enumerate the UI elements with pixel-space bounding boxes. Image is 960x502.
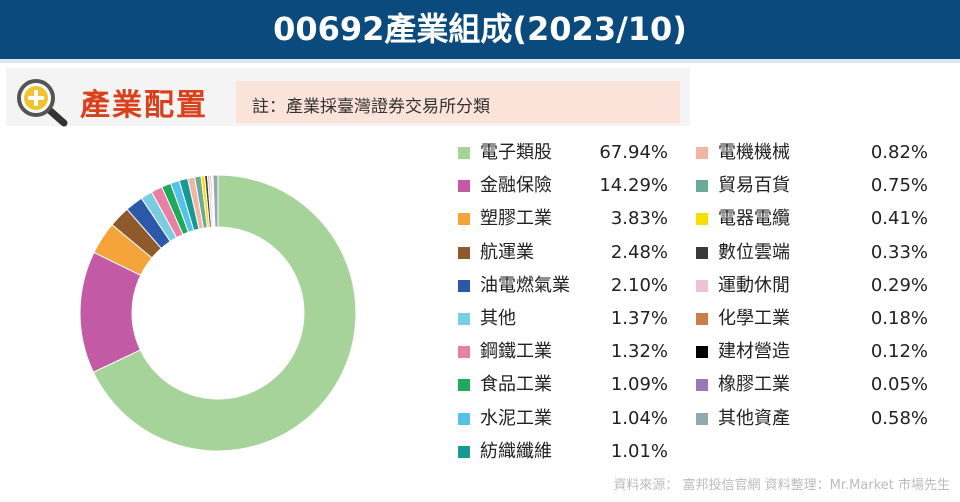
legend-label: 電機機械 — [718, 142, 790, 163]
legend-item: 紡織纖維 1.01% — [458, 440, 668, 464]
legend-label: 其他資產 — [718, 407, 790, 429]
legend-value: 2.48% — [610, 241, 668, 263]
legend-item: 運動休閒 0.29% — [696, 274, 928, 298]
legend-value: 0.29% — [870, 274, 928, 296]
legend-swatch — [696, 246, 708, 259]
source-note: 資料來源： 富邦投信官網 資料整理：Mr.Market 市場先生 — [613, 478, 950, 493]
legend-label: 化學工業 — [718, 308, 790, 329]
legend-value: 1.37% — [610, 308, 668, 329]
chart-legend: 電子類股 67.94% 金融保險 14.29% 塑膠工業 3.83% 航運業 2.48% 油電燃… — [458, 141, 958, 471]
legend-label: 紡織纖維 — [480, 440, 552, 462]
legend-value: 67.94% — [599, 142, 668, 163]
legend-item: 電器電纜 0.41% — [696, 207, 928, 231]
legend-value: 1.32% — [610, 341, 668, 363]
legend-item: 其他資產 0.58% — [696, 407, 928, 431]
legend-label: 水泥工業 — [480, 407, 552, 429]
legend-item: 電子類股 67.94% — [458, 141, 668, 165]
legend-value: 0.33% — [870, 241, 928, 263]
legend-swatch — [458, 279, 470, 292]
legend-label: 其他 — [480, 308, 516, 329]
header-divider — [0, 59, 960, 63]
legend-item: 食品工業 1.09% — [458, 373, 668, 397]
legend-swatch — [458, 313, 470, 325]
legend-swatch — [696, 147, 708, 159]
legend-swatch — [458, 246, 470, 259]
legend-label: 航運業 — [480, 241, 534, 263]
legend-label: 貿易百貨 — [718, 175, 790, 197]
legend-value: 0.05% — [870, 374, 928, 396]
legend-label: 塑膠工業 — [480, 208, 552, 230]
legend-value: 1.09% — [610, 374, 668, 396]
legend-item: 建材營造 0.12% — [696, 340, 928, 364]
note-box — [236, 81, 680, 123]
legend-swatch — [458, 180, 470, 193]
legend-value: 2.10% — [610, 274, 668, 296]
legend-swatch — [696, 412, 708, 425]
legend-item: 水泥工業 1.04% — [458, 407, 668, 431]
legend-item: 鋼鐵工業 1.32% — [458, 340, 668, 364]
legend-item: 數位雲端 0.33% — [696, 241, 928, 265]
legend-label: 建材營造 — [718, 341, 790, 363]
legend-swatch — [458, 412, 470, 425]
donut-slice — [92, 174, 357, 452]
legend-value: 1.01% — [610, 440, 668, 462]
legend-swatch — [458, 213, 470, 226]
title-bar — [0, 0, 960, 59]
legend-swatch — [696, 313, 708, 325]
legend-label: 金融保險 — [480, 175, 552, 197]
page-title: 00692產業組成(2023/10) — [273, 10, 687, 48]
legend-item: 航運業 2.48% — [458, 241, 668, 265]
legend-value: 0.75% — [870, 175, 928, 197]
legend-label: 食品工業 — [480, 374, 552, 396]
legend-item: 金融保險 14.29% — [458, 174, 668, 198]
donut-slice — [212, 174, 219, 228]
legend-label: 數位雲端 — [718, 241, 790, 263]
legend-swatch — [696, 279, 708, 292]
legend-swatch — [458, 346, 470, 359]
legend-value: 0.12% — [870, 341, 928, 363]
legend-label: 運動休閒 — [718, 274, 790, 296]
magnifier-plus-icon — [17, 79, 68, 127]
legend-label: 鋼鐵工業 — [480, 341, 552, 363]
legend-value: 1.04% — [610, 407, 668, 429]
legend-value: 0.41% — [870, 208, 928, 230]
legend-item: 貿易百貨 0.75% — [696, 174, 928, 198]
legend-item: 電機機械 0.82% — [696, 141, 928, 165]
legend-value: 14.29% — [599, 175, 668, 197]
legend-item: 橡膠工業 0.05% — [696, 373, 928, 397]
legend-swatch — [458, 379, 470, 392]
legend-value: 0.82% — [870, 142, 928, 163]
legend-label: 電子類股 — [480, 142, 552, 163]
legend-swatch — [696, 180, 708, 193]
legend-label: 油電燃氣業 — [480, 274, 570, 296]
legend-swatch — [696, 346, 708, 359]
legend-value: 3.83% — [610, 208, 668, 230]
legend-item: 油電燃氣業 2.10% — [458, 274, 668, 298]
legend-item: 化學工業 0.18% — [696, 307, 928, 331]
legend-item: 其他 1.37% — [458, 307, 668, 331]
section-title: 產業配置 — [80, 88, 208, 123]
legend-swatch — [696, 379, 708, 392]
legend-swatch — [458, 445, 470, 458]
classification-note: 註：產業採臺灣證券交易所分類 — [252, 97, 490, 117]
legend-item: 塑膠工業 3.83% — [458, 207, 668, 231]
legend-value: 0.58% — [870, 407, 928, 429]
legend-label: 電器電纜 — [718, 208, 790, 230]
legend-swatch — [696, 213, 708, 226]
legend-label: 橡膠工業 — [718, 374, 790, 396]
donut-chart — [79, 174, 357, 452]
legend-swatch — [458, 147, 470, 159]
legend-value: 0.18% — [870, 308, 928, 329]
